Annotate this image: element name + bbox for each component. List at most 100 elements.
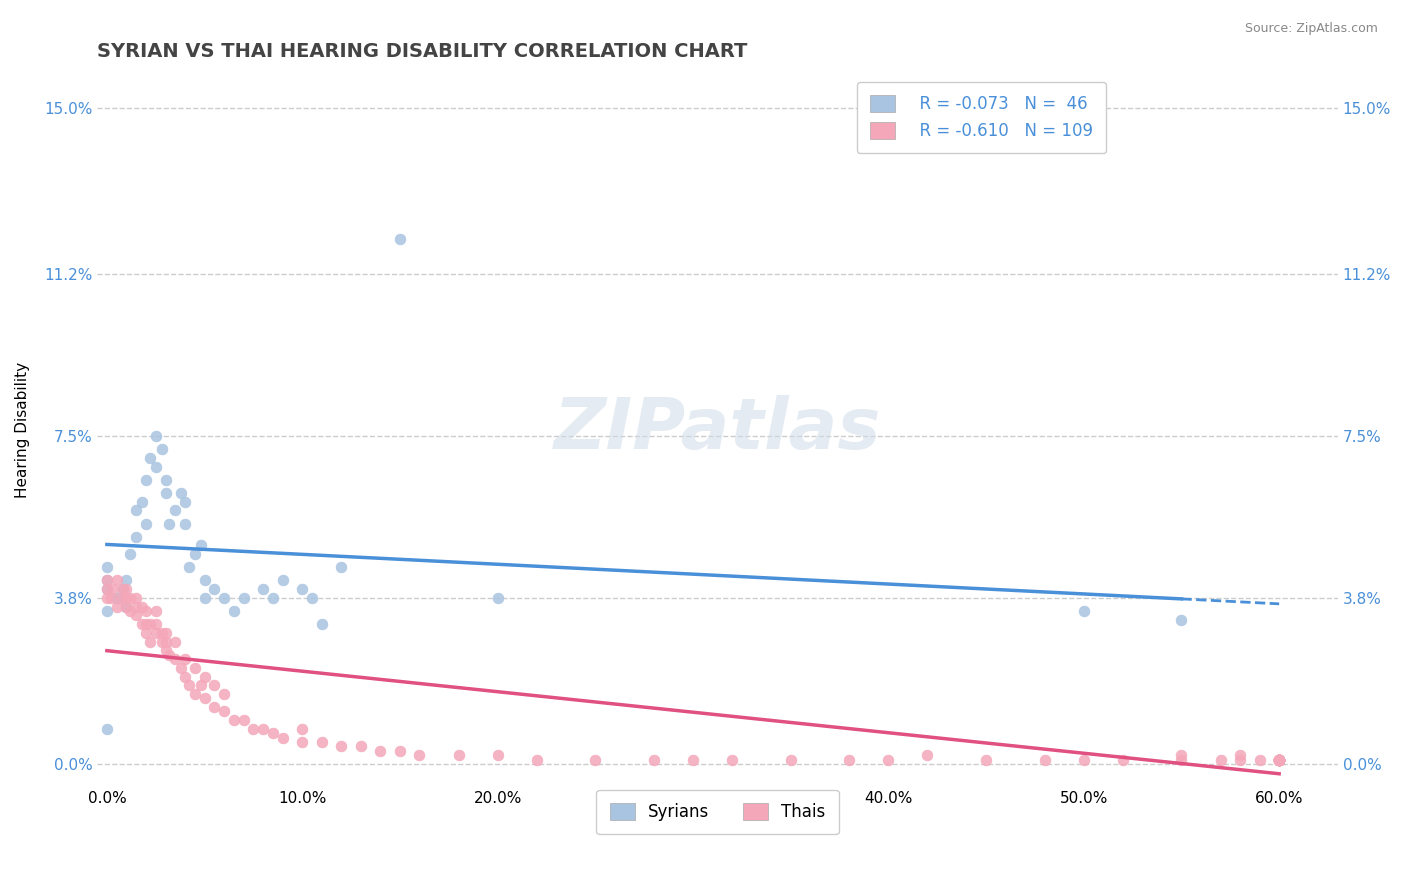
Point <box>131 494 153 508</box>
Point <box>120 604 142 618</box>
Point <box>583 753 606 767</box>
Point <box>165 652 187 666</box>
Point <box>139 450 162 465</box>
Point <box>96 560 118 574</box>
Point <box>139 634 162 648</box>
Point <box>232 591 254 605</box>
Point <box>96 582 118 596</box>
Point <box>1229 748 1251 763</box>
Point <box>184 661 207 675</box>
Point <box>202 700 225 714</box>
Point <box>721 753 744 767</box>
Point <box>145 429 167 443</box>
Point <box>125 599 148 614</box>
Point <box>96 574 118 588</box>
Point <box>222 713 245 727</box>
Point <box>155 473 177 487</box>
Point <box>135 604 157 618</box>
Point <box>291 722 314 736</box>
Point <box>96 604 118 618</box>
Point <box>125 530 148 544</box>
Point <box>157 516 180 531</box>
Point <box>1268 753 1291 767</box>
Point <box>1268 753 1291 767</box>
Point <box>447 748 470 763</box>
Point <box>135 617 157 632</box>
Point <box>917 748 939 763</box>
Point <box>150 634 173 648</box>
Point <box>1268 753 1291 767</box>
Point <box>877 753 900 767</box>
Point <box>174 669 197 683</box>
Point <box>115 591 138 605</box>
Point <box>105 574 128 588</box>
Point <box>1268 753 1291 767</box>
Point <box>291 735 314 749</box>
Legend: Syrians, Thais: Syrians, Thais <box>596 789 838 834</box>
Point <box>165 634 187 648</box>
Point <box>370 744 392 758</box>
Point <box>174 516 197 531</box>
Point <box>212 705 235 719</box>
Point <box>1268 753 1291 767</box>
Point <box>170 486 193 500</box>
Point <box>194 669 217 683</box>
Point <box>96 591 118 605</box>
Point <box>838 753 860 767</box>
Point <box>1268 753 1291 767</box>
Point <box>1268 753 1291 767</box>
Point <box>1268 753 1291 767</box>
Point <box>1268 753 1291 767</box>
Point <box>177 560 200 574</box>
Point <box>145 625 167 640</box>
Point <box>1268 753 1291 767</box>
Point <box>184 687 207 701</box>
Point <box>779 753 801 767</box>
Point <box>1268 753 1291 767</box>
Point <box>194 591 217 605</box>
Point <box>110 591 132 605</box>
Point <box>125 608 148 623</box>
Point <box>271 574 294 588</box>
Point <box>1268 753 1291 767</box>
Point <box>145 604 167 618</box>
Point <box>184 547 207 561</box>
Point <box>1268 753 1291 767</box>
Point <box>1268 753 1291 767</box>
Point <box>526 753 548 767</box>
Point <box>311 617 333 632</box>
Point <box>1268 753 1291 767</box>
Point <box>135 473 157 487</box>
Point <box>974 753 997 767</box>
Point <box>145 617 167 632</box>
Point <box>150 625 173 640</box>
Point <box>100 591 122 605</box>
Point <box>131 599 153 614</box>
Point <box>330 739 353 754</box>
Point <box>105 599 128 614</box>
Point <box>222 604 245 618</box>
Point <box>96 582 118 596</box>
Point <box>1268 753 1291 767</box>
Point <box>1170 613 1192 627</box>
Text: Source: ZipAtlas.com: Source: ZipAtlas.com <box>1244 22 1378 36</box>
Point <box>1112 753 1135 767</box>
Point <box>1268 753 1291 767</box>
Point <box>1268 753 1291 767</box>
Point <box>350 739 373 754</box>
Point <box>174 652 197 666</box>
Point <box>111 582 134 596</box>
Point <box>125 591 148 605</box>
Point <box>115 599 138 614</box>
Point <box>96 722 118 736</box>
Point <box>1249 753 1271 767</box>
Point <box>174 494 197 508</box>
Point <box>165 503 187 517</box>
Point <box>1268 753 1291 767</box>
Point <box>135 625 157 640</box>
Point <box>291 582 314 596</box>
Point <box>486 748 509 763</box>
Point <box>1073 753 1095 767</box>
Point <box>115 574 138 588</box>
Point <box>1268 753 1291 767</box>
